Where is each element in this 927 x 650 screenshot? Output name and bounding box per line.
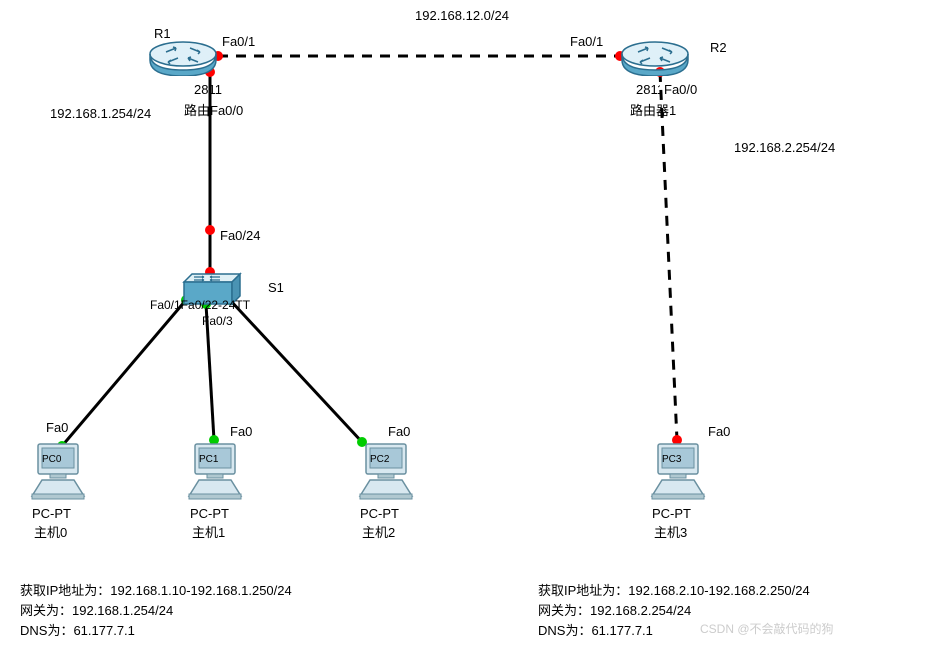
label-r2: R2 (710, 40, 727, 55)
router-r2[interactable] (620, 40, 690, 72)
label-host1: 主机1 (192, 522, 225, 541)
label-r2-sub: 路由器1 (630, 100, 676, 119)
info-right-1: 获取IP地址为：192.168.2.10-192.168.2.250/24 (538, 580, 810, 599)
label-pcpt3: PC-PT (652, 506, 691, 521)
label-r2-fa00: Fa0/0 (664, 82, 697, 97)
label-host2: 主机2 (362, 522, 395, 541)
label-r2-model: 2811 (636, 82, 660, 97)
label-host0: 主机0 (34, 522, 67, 541)
label-s1-ports: Fa0/1Fa0/22-24TT (150, 298, 250, 312)
label-gw1: 192.168.1.254/24 (50, 106, 151, 121)
router-r1[interactable] (148, 40, 218, 72)
info-left-2: 网关为：192.168.1.254/24 (20, 600, 173, 619)
label-fa0-pc1: Fa0 (230, 424, 252, 439)
svg-text:PC0: PC0 (42, 454, 62, 465)
label-r1: R1 (154, 26, 171, 41)
label-r1-model: 2811 (194, 82, 222, 97)
info-right-2: 网关为：192.168.2.254/24 (538, 600, 691, 619)
label-fa0-pc2: Fa0 (388, 424, 410, 439)
info-left-1: 获取IP地址为：192.168.1.10-192.168.1.250/24 (20, 580, 292, 599)
label-s1-fa03: Fa0/3 (202, 314, 233, 328)
label-host3: 主机3 (654, 522, 687, 541)
label-r1-fa01: Fa0/1 (222, 34, 255, 49)
label-pcpt1: PC-PT (190, 506, 229, 521)
svg-text:PC2: PC2 (370, 454, 390, 465)
label-r1-sub: 路由Fa0/0 (184, 100, 243, 119)
info-right-3: DNS为：61.177.7.1 (538, 620, 653, 639)
info-left-3: DNS为：61.177.7.1 (20, 620, 135, 639)
label-fa0-pc0: Fa0 (46, 420, 68, 435)
watermark: CSDN @不会敲代码的狗 (700, 620, 834, 637)
label-fa0-pc3: Fa0 (708, 424, 730, 439)
label-s1: S1 (268, 280, 284, 295)
label-pcpt0: PC-PT (32, 506, 71, 521)
pc-3[interactable]: PC3 (648, 440, 706, 498)
svg-text:PC3: PC3 (662, 454, 682, 465)
label-s1-fa024: Fa0/24 (220, 228, 260, 243)
pc-1[interactable]: PC1 (185, 440, 243, 498)
label-r2-fa01: Fa0/1 (570, 34, 603, 49)
label-net-r1r2: 192.168.12.0/24 (415, 8, 509, 23)
label-pcpt2: PC-PT (360, 506, 399, 521)
pc-0[interactable]: PC0 (28, 440, 86, 498)
label-gw2: 192.168.2.254/24 (734, 140, 835, 155)
svg-text:PC1: PC1 (199, 454, 219, 465)
pc-2[interactable]: PC2 (356, 440, 414, 498)
topology-canvas (0, 0, 927, 650)
